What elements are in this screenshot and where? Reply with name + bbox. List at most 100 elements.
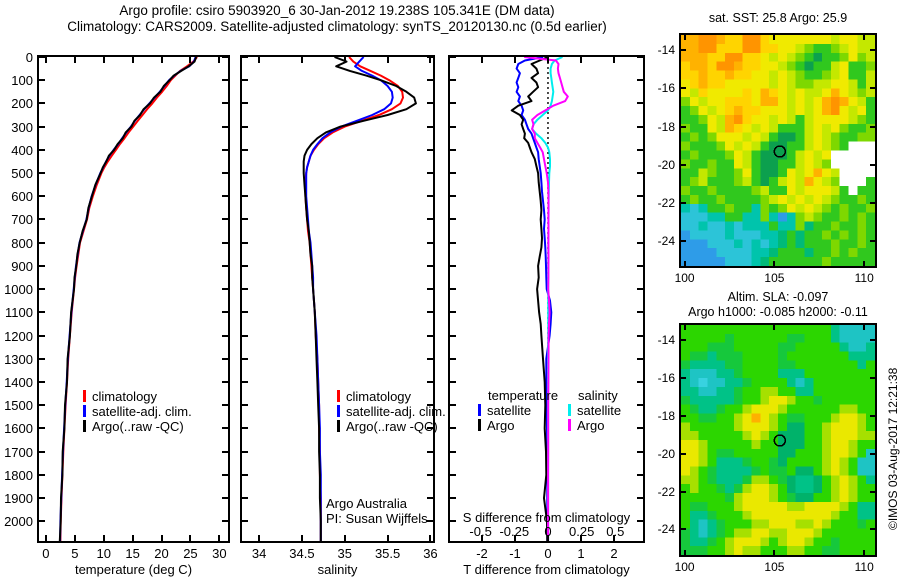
x-tick-label: 2: [610, 546, 618, 561]
x-tick: [546, 57, 549, 63]
y-tick: [39, 288, 45, 291]
y-tick: [242, 520, 248, 523]
depth-tick-label: 1600: [4, 421, 33, 437]
map-x-tick-label: 105: [764, 560, 785, 574]
x-tick: [386, 535, 389, 541]
y-tick: [39, 102, 45, 105]
legend-color-mark-icon: [568, 404, 571, 416]
s-tick-label: 0: [544, 524, 552, 539]
legend-item: climatology: [337, 389, 446, 404]
y-tick: [242, 102, 248, 105]
legend-color-mark-icon: [478, 404, 481, 416]
y-tick: [39, 195, 45, 198]
y-tick: [637, 334, 643, 337]
x-tick: [481, 535, 483, 541]
map-y-tick-label: -18: [657, 119, 675, 134]
map-x-tick: [773, 325, 776, 330]
map-x-tick: [683, 35, 686, 40]
map-y-tick: [870, 414, 875, 417]
x-tick: [218, 535, 221, 541]
x-tick: [73, 535, 76, 541]
y-tick: [39, 450, 45, 453]
map-x-tick-label: 110: [854, 560, 874, 574]
x-tick: [343, 57, 346, 63]
map-y-tick-label: -22: [657, 484, 675, 499]
legend-item-label: Argo(..raw -QC): [92, 418, 184, 434]
temperature-axis-label: temperature (deg C): [74, 562, 193, 577]
sla-map-title-line1: Altim. SLA: -0.097: [727, 290, 829, 304]
y-tick: [427, 56, 433, 58]
x-tick: [131, 57, 134, 63]
series-t-satellite: [515, 57, 553, 541]
map-x-tick-label: 105: [764, 271, 785, 285]
y-tick: [637, 148, 643, 151]
y-tick: [637, 357, 643, 360]
y-tick: [637, 125, 643, 128]
y-tick: [450, 311, 456, 314]
x-tick-label: 35.5: [374, 546, 401, 561]
y-tick: [39, 125, 45, 128]
map-y-tick: [681, 452, 686, 455]
y-tick: [242, 241, 248, 244]
map-y-tick-label: -18: [657, 408, 675, 423]
legend-item: Argo: [478, 417, 558, 433]
depth-tick-label: 1100: [5, 305, 33, 321]
y-tick: [450, 497, 456, 500]
x-tick-label: 25: [183, 546, 198, 561]
y-tick: [637, 56, 643, 58]
y-tick: [637, 172, 643, 175]
y-tick: [242, 288, 248, 291]
map-y-tick-label: -14: [657, 43, 675, 58]
x-tick: [386, 57, 389, 63]
y-tick: [222, 311, 228, 314]
y-tick: [637, 473, 643, 476]
map-y-tick: [681, 377, 686, 379]
argo-position-marker: [773, 145, 787, 158]
depth-tick-label: 1700: [4, 444, 33, 460]
y-tick: [450, 172, 456, 175]
y-tick: [427, 473, 433, 476]
legend-color-mark-icon: [337, 390, 340, 402]
map-y-tick-label: -16: [657, 81, 675, 96]
s-difference-axis-label: S difference from climatology: [462, 510, 631, 525]
sst-map-panel: [679, 33, 877, 268]
x-tick-label: 15: [125, 546, 140, 561]
legend-item: satellite: [478, 403, 558, 418]
y-tick: [39, 56, 45, 58]
s-tick-label: -0.5: [469, 524, 492, 539]
depth-tick-label: 300: [11, 119, 33, 135]
legend-item: satellite-adj. clim.: [83, 404, 192, 419]
y-tick: [637, 380, 643, 383]
y-tick: [427, 427, 433, 430]
x-tick: [579, 57, 582, 63]
map-y-tick: [681, 87, 686, 90]
legend-item: Argo(..raw -QC): [83, 418, 192, 434]
imos-watermark: ©IMOS 03-Aug-2017 12:21:38: [886, 367, 900, 530]
y-tick: [450, 520, 456, 523]
legend-item-label: Argo: [487, 417, 515, 433]
legend-item: satellite: [568, 403, 621, 418]
x-tick: [513, 57, 516, 63]
s-tick-label: 0.5: [606, 524, 625, 539]
map-y-tick: [681, 163, 686, 166]
legend-item-label: Argo(..raw -QC): [346, 418, 438, 434]
y-tick: [222, 102, 228, 105]
map-y-tick: [870, 202, 875, 204]
y-tick: [450, 241, 456, 244]
map-y-tick: [681, 339, 686, 342]
y-tick: [222, 520, 228, 523]
argo-australia-note: Argo Australia: [326, 496, 407, 511]
legend-color-mark-icon: [337, 420, 340, 432]
y-tick: [450, 334, 456, 337]
map-y-tick-label: -16: [657, 371, 675, 385]
x-tick: [258, 535, 261, 541]
y-tick: [450, 102, 456, 105]
y-tick: [222, 264, 228, 267]
depth-tick-label: 200: [11, 96, 33, 112]
y-tick: [242, 79, 248, 82]
map-x-tick: [683, 550, 686, 555]
depth-tick-label: 0: [25, 50, 33, 65]
legend-group-header: salinity: [578, 388, 618, 403]
map-x-tick-label: 100: [674, 560, 695, 574]
